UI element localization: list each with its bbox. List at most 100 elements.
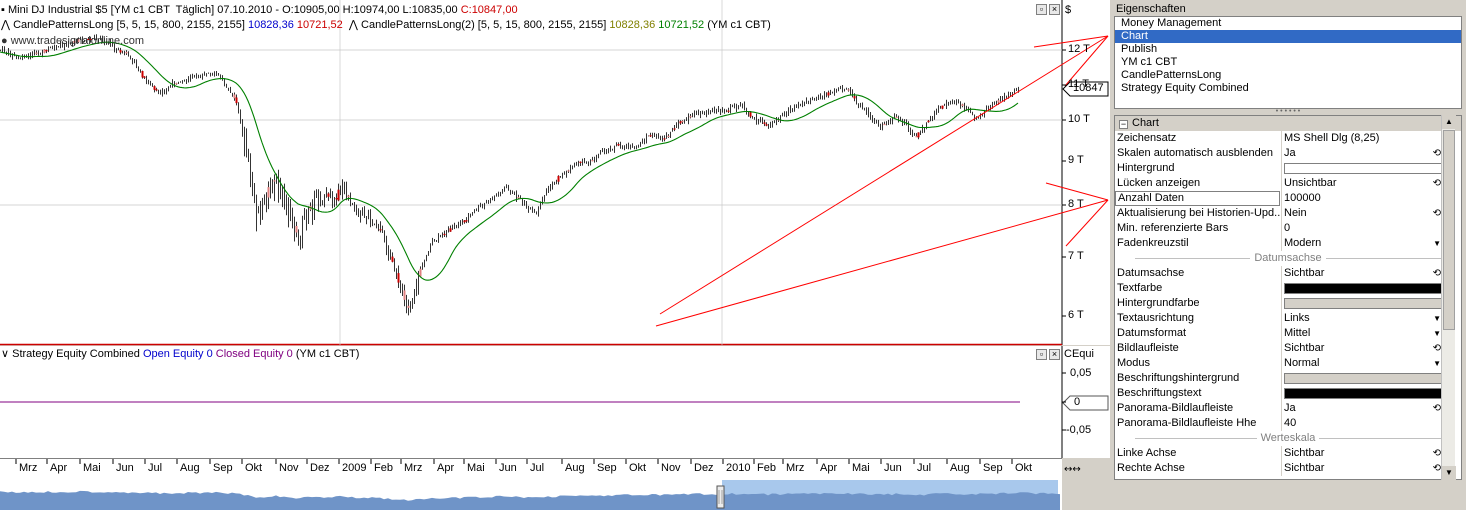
property-value[interactable] [1281, 386, 1443, 401]
indicator1-value1: 10828,36 [247, 19, 294, 31]
property-row[interactable]: Textausrichtung Links ▼ [1115, 311, 1461, 326]
property-row[interactable]: Rechte Achse Sichtbar ⟲ [1115, 461, 1461, 476]
dropdown-arrow-icon[interactable]: ▼ [1433, 314, 1441, 323]
property-value[interactable]: MS Shell Dlg (8,25) [1281, 131, 1443, 146]
cycle-value-icon[interactable]: ⟲ [1432, 403, 1441, 414]
color-swatch[interactable] [1284, 283, 1442, 294]
property-value[interactable]: Sichtbar ⟲ [1281, 461, 1443, 476]
cycle-value-icon[interactable]: ⟲ [1432, 148, 1441, 159]
property-value[interactable]: 40 [1281, 416, 1443, 431]
cycle-value-icon[interactable]: ⟲ [1432, 208, 1441, 219]
price-pane[interactable] [0, 0, 1062, 345]
property-row[interactable]: Zeichensatz MS Shell Dlg (8,25) [1115, 131, 1461, 146]
collapse-icon[interactable]: − [1119, 119, 1128, 129]
scroll-up-arrow[interactable]: ▲ [1442, 115, 1456, 129]
chart-canvas[interactable]: ↔↔ [0, 0, 1110, 510]
close-equity-pane-button[interactable]: × [1049, 349, 1060, 360]
property-value[interactable]: Mittel ▼ [1281, 326, 1443, 341]
property-row[interactable]: Datumsachse Sichtbar ⟲ [1115, 266, 1461, 281]
scroll-down-arrow[interactable]: ▼ [1442, 466, 1456, 480]
scroll-thumb[interactable] [1443, 130, 1455, 330]
color-swatch[interactable] [1284, 298, 1442, 309]
date-axis-label: Sep [213, 462, 233, 474]
date-axis-label: 2009 [342, 462, 367, 474]
property-row[interactable]: Lücken anzeigen Unsichtbar ⟲ [1115, 176, 1461, 191]
object-list-item[interactable]: Money Management [1121, 17, 1222, 29]
dropdown-arrow-icon[interactable]: ▼ [1433, 239, 1441, 248]
property-row[interactable]: Panorama-Bildlaufleiste Ja ⟲ [1115, 401, 1461, 416]
property-value[interactable]: Ja ⟲ [1281, 146, 1443, 161]
object-list[interactable]: Money Management Chart Publish YM c1 CBT Can… [1114, 16, 1462, 109]
color-swatch[interactable] [1284, 373, 1442, 384]
property-row[interactable]: Beschriftungstext [1115, 386, 1461, 401]
property-value[interactable]: Links ▼ [1281, 311, 1443, 326]
property-grid-scrollbar[interactable]: ▲ ▼ [1441, 115, 1456, 480]
property-value[interactable]: 0 [1281, 221, 1443, 236]
object-list-item[interactable]: CandlePatternsLong [1121, 69, 1222, 81]
cycle-value-icon[interactable]: ⟲ [1432, 178, 1441, 189]
property-value[interactable]: Normal ▼ [1281, 356, 1443, 371]
equity-axis-title: CEqui [1064, 348, 1094, 360]
property-name: Anzahl Daten [1115, 191, 1280, 206]
property-value[interactable]: Modern ▼ [1281, 236, 1443, 251]
property-value[interactable] [1281, 161, 1443, 176]
minimize-pane-button[interactable]: ▫ [1036, 4, 1047, 15]
date-axis-label: Jun [116, 462, 134, 474]
property-value[interactable]: Sichtbar ⟲ [1281, 341, 1443, 356]
property-value[interactable]: 100000 [1281, 191, 1443, 206]
price-axis-label: 10 T [1068, 113, 1090, 125]
price-axis-label: 11 T [1068, 78, 1089, 90]
equity-zero-marker [1062, 395, 1109, 411]
property-value[interactable]: Nein ⟲ [1281, 206, 1443, 221]
property-name: Min. referenzierte Bars [1115, 221, 1280, 236]
property-value[interactable] [1281, 281, 1443, 296]
property-row[interactable]: Modus Normal ▼ [1115, 356, 1461, 371]
date-axis-label: Jul [530, 462, 545, 474]
object-list-item[interactable]: YM c1 CBT [1121, 56, 1178, 68]
property-row[interactable]: Hintergrund [1115, 161, 1461, 176]
property-row[interactable]: Min. referenzierte Bars 0 [1115, 221, 1461, 236]
red-annotation-lines [655, 35, 1109, 327]
panel-splitter[interactable]: • • • • • • [1275, 108, 1301, 115]
cycle-value-icon[interactable]: ⟲ [1432, 448, 1441, 459]
property-grid[interactable]: − Chart Zeichensatz MS Shell Dlg (8,25) Ska… [1114, 115, 1462, 480]
color-swatch[interactable] [1284, 388, 1442, 399]
color-swatch[interactable] [1284, 163, 1442, 174]
price-axis-label: 7 T [1068, 250, 1084, 262]
property-category[interactable]: − Chart [1115, 116, 1461, 131]
object-list-item[interactable]: Strategy Equity Combined [1121, 82, 1249, 94]
object-list-item[interactable]: Chart [1115, 30, 1461, 43]
property-value[interactable]: Sichtbar ⟲ [1281, 446, 1443, 461]
object-list-item[interactable]: Publish [1121, 43, 1158, 55]
property-row[interactable]: Datumsformat Mittel ▼ [1115, 326, 1461, 341]
property-row[interactable]: Textfarbe [1115, 281, 1461, 296]
dropdown-arrow-icon[interactable]: ▼ [1433, 359, 1441, 368]
cycle-value-icon[interactable]: ⟲ [1432, 463, 1441, 474]
property-value[interactable]: Unsichtbar ⟲ [1281, 176, 1443, 191]
property-row[interactable]: Skalen automatisch ausblenden Ja ⟲ [1115, 146, 1461, 161]
property-name: Rechte Achse [1115, 461, 1280, 476]
property-row[interactable]: Hintergrundfarbe [1115, 296, 1461, 311]
property-row[interactable]: Panorama-Bildlaufleiste Hhe 40 [1115, 416, 1461, 431]
date-axis-label: Jun [499, 462, 517, 474]
property-value[interactable] [1281, 371, 1443, 386]
close-pane-button[interactable]: × [1049, 4, 1060, 15]
property-row[interactable]: Aktualisierung bei Historien-Upd... Nein ⟲ [1115, 206, 1461, 221]
indicator1-value2: 10721,52 [296, 19, 343, 31]
minimize-equity-pane-button[interactable]: ▫ [1036, 349, 1047, 360]
watermark-icon: ● [1, 35, 11, 47]
panorama-handle[interactable] [716, 485, 725, 509]
property-row[interactable]: Fadenkreuzstil Modern ▼ [1115, 236, 1461, 251]
property-row[interactable]: Bildlaufleiste Sichtbar ⟲ [1115, 341, 1461, 356]
cycle-value-icon[interactable]: ⟲ [1432, 343, 1441, 354]
axis-zoom-arrows[interactable]: ↔↔ [1064, 464, 1081, 475]
property-value[interactable]: Ja ⟲ [1281, 401, 1443, 416]
dropdown-arrow-icon[interactable]: ▼ [1433, 329, 1441, 338]
property-row[interactable]: Linke Achse Sichtbar ⟲ [1115, 446, 1461, 461]
property-row[interactable]: Beschriftungshintergrund [1115, 371, 1461, 386]
property-value[interactable] [1281, 296, 1443, 311]
property-value[interactable]: Sichtbar ⟲ [1281, 266, 1443, 281]
annotation-line [1064, 35, 1109, 87]
cycle-value-icon[interactable]: ⟲ [1432, 268, 1441, 279]
property-row[interactable]: Anzahl Daten 100000 [1115, 191, 1461, 206]
